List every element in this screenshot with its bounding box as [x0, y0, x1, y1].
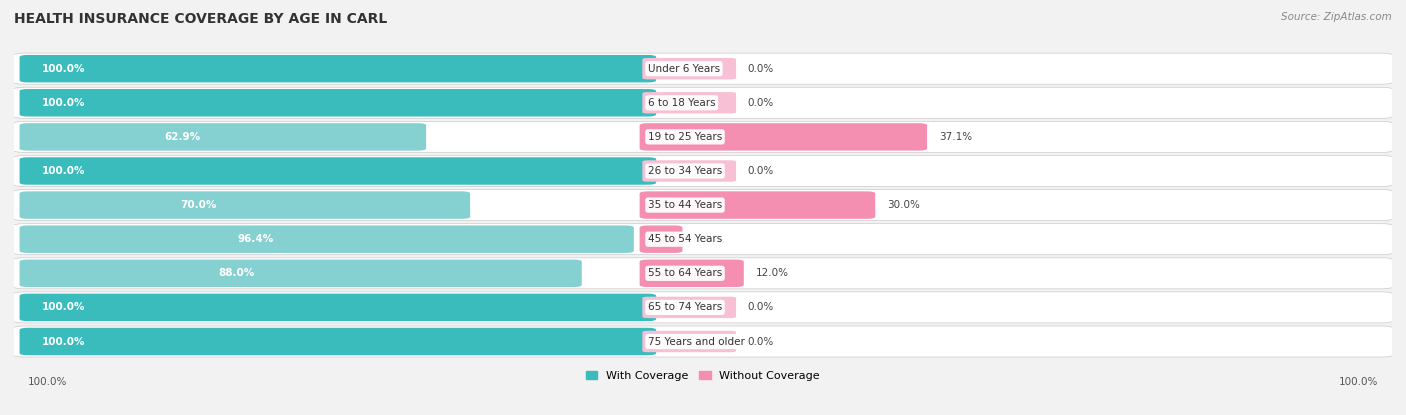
Text: 100.0%: 100.0%	[42, 98, 86, 108]
Text: 55 to 64 Years: 55 to 64 Years	[648, 269, 723, 278]
Text: 0.0%: 0.0%	[747, 63, 773, 74]
FancyBboxPatch shape	[13, 190, 1393, 221]
Text: 12.0%: 12.0%	[756, 269, 789, 278]
Text: 75 Years and older: 75 Years and older	[648, 337, 745, 347]
FancyBboxPatch shape	[640, 259, 744, 287]
FancyBboxPatch shape	[643, 92, 737, 113]
FancyBboxPatch shape	[20, 225, 634, 253]
FancyBboxPatch shape	[643, 331, 737, 352]
FancyBboxPatch shape	[640, 123, 927, 151]
FancyBboxPatch shape	[13, 224, 1393, 255]
Text: 70.0%: 70.0%	[180, 200, 217, 210]
Text: 35 to 44 Years: 35 to 44 Years	[648, 200, 723, 210]
FancyBboxPatch shape	[20, 89, 657, 117]
Text: 45 to 54 Years: 45 to 54 Years	[648, 234, 723, 244]
FancyBboxPatch shape	[13, 121, 1393, 152]
Text: 30.0%: 30.0%	[887, 200, 921, 210]
FancyBboxPatch shape	[13, 156, 1393, 186]
FancyBboxPatch shape	[20, 55, 657, 83]
FancyBboxPatch shape	[13, 258, 1393, 289]
Text: 37.1%: 37.1%	[939, 132, 973, 142]
FancyBboxPatch shape	[20, 294, 657, 321]
FancyBboxPatch shape	[643, 58, 737, 79]
Text: 26 to 34 Years: 26 to 34 Years	[648, 166, 723, 176]
FancyBboxPatch shape	[643, 297, 737, 318]
Text: 0.0%: 0.0%	[747, 303, 773, 312]
Text: 100.0%: 100.0%	[42, 166, 86, 176]
Text: 0.0%: 0.0%	[747, 98, 773, 108]
FancyBboxPatch shape	[640, 225, 682, 253]
FancyBboxPatch shape	[20, 157, 657, 185]
Text: 6 to 18 Years: 6 to 18 Years	[648, 98, 716, 108]
Text: 100.0%: 100.0%	[1339, 377, 1378, 387]
FancyBboxPatch shape	[20, 191, 470, 219]
Text: 62.9%: 62.9%	[165, 132, 201, 142]
Text: 3.6%: 3.6%	[695, 234, 721, 244]
Text: Source: ZipAtlas.com: Source: ZipAtlas.com	[1281, 12, 1392, 22]
Text: 100.0%: 100.0%	[42, 337, 86, 347]
Text: 19 to 25 Years: 19 to 25 Years	[648, 132, 723, 142]
Text: 100.0%: 100.0%	[42, 63, 86, 74]
FancyBboxPatch shape	[13, 326, 1393, 357]
Text: 65 to 74 Years: 65 to 74 Years	[648, 303, 723, 312]
FancyBboxPatch shape	[20, 123, 426, 151]
Text: Under 6 Years: Under 6 Years	[648, 63, 720, 74]
FancyBboxPatch shape	[643, 160, 737, 182]
Text: HEALTH INSURANCE COVERAGE BY AGE IN CARL: HEALTH INSURANCE COVERAGE BY AGE IN CARL	[14, 12, 387, 27]
FancyBboxPatch shape	[640, 191, 875, 219]
FancyBboxPatch shape	[20, 328, 657, 355]
Text: 96.4%: 96.4%	[238, 234, 273, 244]
Text: 88.0%: 88.0%	[219, 269, 254, 278]
Text: 100.0%: 100.0%	[42, 303, 86, 312]
FancyBboxPatch shape	[13, 292, 1393, 323]
Text: 0.0%: 0.0%	[747, 166, 773, 176]
FancyBboxPatch shape	[20, 259, 582, 287]
Text: 100.0%: 100.0%	[28, 377, 67, 387]
FancyBboxPatch shape	[13, 87, 1393, 118]
FancyBboxPatch shape	[13, 53, 1393, 84]
Text: 0.0%: 0.0%	[747, 337, 773, 347]
Legend: With Coverage, Without Coverage: With Coverage, Without Coverage	[582, 366, 824, 385]
